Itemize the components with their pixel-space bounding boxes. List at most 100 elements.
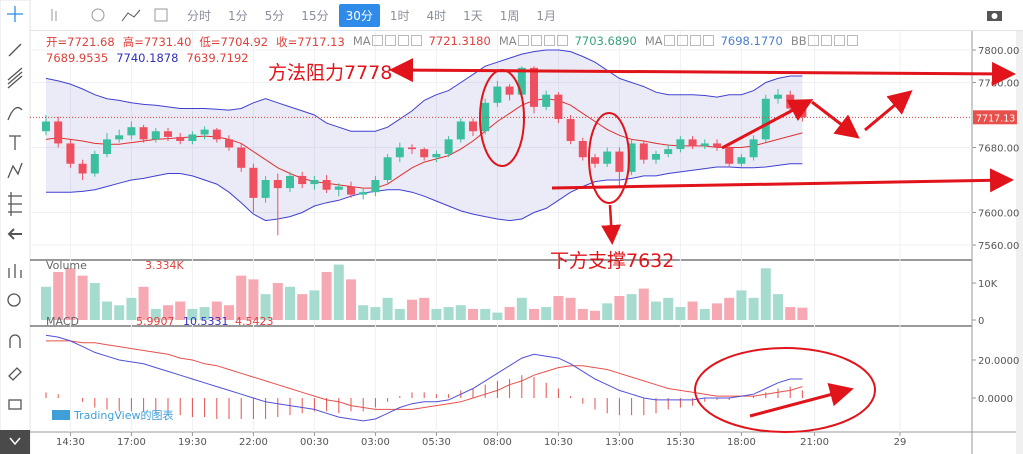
indicator-button[interactable] [371, 35, 383, 46]
pattern-tool[interactable] [7, 162, 23, 179]
y-tick-label: 7800.00 [978, 46, 1019, 57]
lock-tool[interactable] [8, 399, 22, 410]
indicator-button[interactable] [410, 35, 422, 46]
candle-body [310, 179, 319, 185]
indicator-button[interactable] [846, 35, 858, 46]
logo [52, 410, 70, 420]
candle-body [298, 175, 307, 185]
indicator-button[interactable] [397, 35, 409, 46]
volume-bar [638, 288, 649, 320]
candle-body [127, 127, 136, 136]
ohlc-value: 收=7717.13 [276, 35, 345, 49]
timeframe-button[interactable]: 1周 [499, 8, 520, 23]
text-tool[interactable] [9, 135, 21, 150]
resistance-note: 方法阻力7778 [268, 62, 392, 84]
candle-body [286, 175, 294, 189]
volume-bar [309, 290, 320, 320]
volume-bar [663, 297, 674, 320]
volume-bar [89, 283, 100, 320]
indicator-button[interactable] [556, 35, 568, 46]
indicator-button[interactable] [676, 35, 688, 46]
indicator-name: MA [352, 34, 371, 48]
bb-lower [46, 163, 803, 222]
candle-body [139, 127, 148, 140]
magnet-tool[interactable] [9, 334, 21, 348]
timeframe-button[interactable]: 分时 [187, 8, 212, 23]
candle-body [652, 153, 660, 160]
indicator-button[interactable] [689, 35, 701, 46]
timeframe-button[interactable]: 1天 [463, 8, 483, 23]
candle-body [78, 163, 87, 174]
collapse-button[interactable] [0, 430, 30, 454]
candle-body [505, 86, 514, 95]
left-toolbar [0, 0, 31, 454]
candle-body [566, 119, 575, 141]
volume-bar [492, 312, 503, 320]
bb-upper [45, 49, 803, 132]
x-tick-label: 10:30 [544, 437, 573, 448]
indicator-button[interactable] [820, 35, 832, 46]
volume-bar [443, 307, 454, 320]
indicator-button[interactable] [530, 35, 542, 46]
indicator-button[interactable] [663, 35, 675, 46]
line-tool[interactable] [8, 43, 22, 57]
indicator-button[interactable] [543, 35, 555, 46]
volume-bar [699, 308, 710, 320]
macd-value: 5.9907 [136, 315, 175, 328]
candle-body [639, 143, 648, 160]
macd-value: 10.5331 [183, 315, 229, 328]
chart-tool[interactable] [8, 264, 22, 278]
timeframe-button[interactable]: 30分 [338, 3, 380, 27]
volume-bar [65, 268, 76, 320]
indicator-button[interactable] [384, 35, 396, 46]
toolbar-icons [51, 8, 168, 22]
candle-body [786, 94, 795, 109]
indicator-name: BB [790, 34, 807, 48]
y-tick-label: 0 [978, 316, 984, 327]
x-tick-label: 08:00 [483, 437, 512, 448]
timeframe-button[interactable]: 1月 [536, 8, 557, 23]
measure-tool[interactable] [8, 192, 22, 216]
candle-body [676, 139, 685, 150]
indicator-button[interactable] [517, 35, 529, 46]
indicator-button[interactable] [807, 35, 819, 46]
brush-tool[interactable] [7, 106, 23, 121]
zoom-tool[interactable] [7, 293, 21, 307]
volume-bar [297, 294, 308, 320]
volume-bar [285, 286, 295, 320]
y-tick-label: 7560.00 [978, 241, 1019, 252]
volume-bar [382, 297, 393, 320]
candle-body [432, 153, 441, 158]
crosshair-tool[interactable] [7, 6, 23, 22]
indicator-name: MA [498, 34, 517, 48]
timeframe-button[interactable]: 15分 [301, 8, 329, 23]
candle-body [627, 143, 636, 172]
indicator-value: 7698.1770 [720, 34, 783, 48]
candle-body [66, 143, 75, 164]
candle-body [383, 157, 392, 180]
candle-body [774, 94, 782, 99]
volume-bar [797, 307, 808, 320]
candle-body [164, 131, 172, 137]
back-tool[interactable] [7, 228, 22, 240]
snapshot-button[interactable] [985, 7, 1005, 23]
timeframe-button[interactable]: 1时 [389, 8, 410, 23]
volume-bar [724, 297, 735, 320]
volume-bar [370, 307, 381, 320]
candle-body [530, 67, 538, 107]
indicator: MA 7703.6890 [499, 34, 637, 50]
lock-draw-tool[interactable] [8, 367, 22, 381]
fib-tool[interactable] [7, 67, 23, 89]
candle-body [542, 94, 551, 107]
volume-bar [163, 305, 173, 320]
timeframe-button[interactable]: 5分 [264, 8, 285, 23]
timeframe-button[interactable]: 4时 [426, 8, 447, 23]
indicator-button[interactable] [702, 35, 714, 46]
candle-body [90, 153, 99, 174]
x-tick-label: 13:00 [605, 437, 634, 448]
timeframe-button[interactable]: 1分 [228, 8, 248, 23]
y-tick-label: 7760.00 [978, 78, 1019, 89]
candle-body [249, 167, 258, 198]
indicator-button[interactable] [833, 35, 845, 46]
y-tick-label: 7680.00 [978, 143, 1019, 154]
